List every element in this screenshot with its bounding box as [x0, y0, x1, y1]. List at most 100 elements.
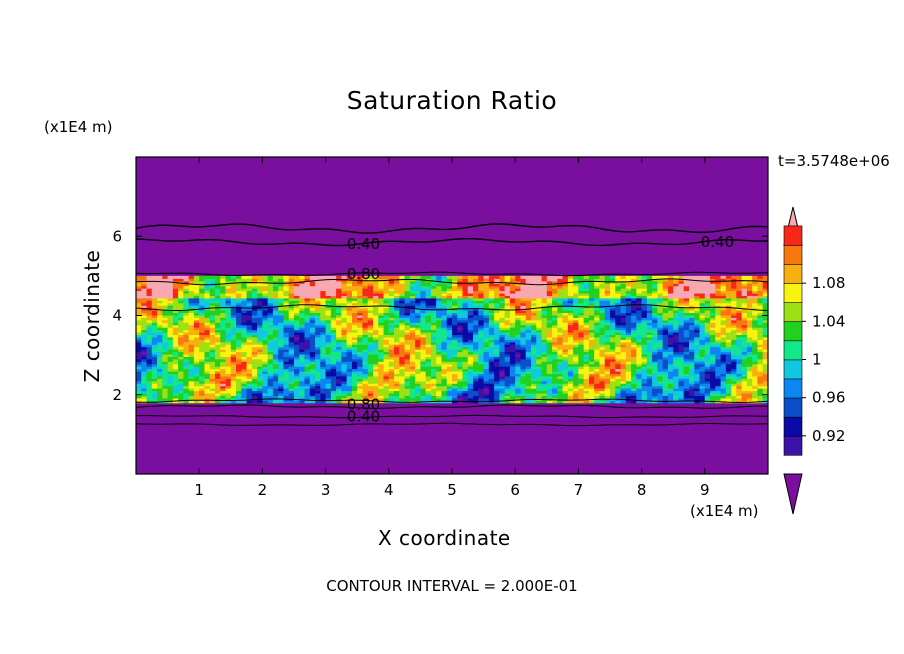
field-cell	[172, 278, 179, 282]
field-cell	[288, 344, 295, 348]
field-cell	[236, 368, 242, 372]
field-cell	[541, 361, 548, 365]
field-cell	[294, 383, 300, 387]
field-cell	[251, 307, 258, 311]
field-cell	[504, 341, 511, 345]
field-cell	[373, 392, 379, 396]
field-cell	[446, 366, 453, 370]
field-cell	[136, 327, 142, 331]
field-cell	[162, 324, 169, 328]
field-cell	[462, 285, 469, 289]
field-cell	[473, 336, 479, 340]
field-cell	[452, 322, 458, 326]
field-cell	[415, 390, 421, 394]
field-cell	[462, 300, 469, 304]
field-cell	[157, 380, 163, 384]
field-cell	[557, 288, 564, 292]
field-cell	[188, 288, 195, 292]
field-cell	[373, 285, 379, 289]
field-cell	[473, 283, 479, 287]
field-cell	[257, 305, 263, 309]
field-cell	[430, 383, 437, 387]
field-cell	[304, 339, 311, 343]
field-cell	[420, 319, 427, 323]
field-cell	[541, 310, 548, 314]
field-cell	[204, 390, 211, 394]
field-cell	[552, 388, 558, 392]
field-cell	[294, 388, 300, 392]
field-cell	[525, 297, 532, 301]
field-cell	[136, 339, 142, 343]
field-cell	[483, 275, 490, 279]
field-cell	[557, 363, 564, 367]
field-cell	[157, 363, 163, 367]
field-cell	[620, 300, 627, 304]
field-cell	[473, 356, 479, 360]
field-cell	[299, 310, 306, 314]
field-cell	[251, 366, 258, 370]
field-cell	[562, 275, 569, 279]
field-cell	[573, 327, 579, 331]
field-cell	[415, 327, 421, 331]
field-cell	[341, 327, 348, 331]
field-cell	[557, 331, 564, 335]
field-cell	[151, 283, 158, 287]
field-cell	[599, 278, 606, 282]
field-cell	[567, 302, 574, 306]
field-cell	[157, 319, 163, 323]
field-cell	[525, 385, 532, 389]
field-cell	[620, 329, 627, 333]
field-cell	[531, 307, 537, 311]
field-cell	[631, 356, 637, 360]
field-cell	[462, 395, 469, 399]
field-cell	[320, 334, 327, 338]
field-cell	[546, 327, 553, 331]
field-cell	[267, 368, 274, 372]
field-cell	[394, 351, 400, 355]
field-cell	[546, 400, 553, 404]
field-cell	[583, 280, 590, 284]
field-cell	[473, 341, 479, 345]
field-cell	[357, 324, 364, 328]
field-cell	[230, 378, 237, 382]
field-cell	[178, 310, 184, 314]
field-cell	[183, 290, 190, 294]
field-cell	[636, 375, 643, 379]
field-cell	[251, 339, 258, 343]
field-cell	[357, 370, 364, 375]
field-cell	[594, 283, 601, 287]
field-cell	[272, 329, 279, 333]
field-cell	[278, 370, 285, 375]
field-cell	[288, 310, 295, 314]
field-cell	[151, 314, 158, 318]
field-cell	[373, 317, 379, 321]
field-cell	[478, 349, 485, 353]
field-cell	[294, 366, 300, 370]
field-cell	[520, 344, 527, 348]
field-cell	[509, 383, 516, 387]
field-cell	[499, 390, 506, 394]
field-cell	[151, 390, 158, 394]
field-cell	[430, 292, 437, 296]
field-cell	[188, 356, 195, 360]
field-cell	[167, 395, 174, 399]
field-cell	[136, 341, 142, 345]
field-cell	[557, 307, 564, 311]
field-cell	[457, 375, 464, 379]
field-cell	[567, 361, 574, 365]
field-cell	[610, 275, 616, 279]
field-cell	[172, 353, 179, 357]
field-cell	[462, 319, 469, 323]
field-cell	[610, 395, 616, 399]
field-cell	[457, 297, 464, 301]
field-cell	[494, 302, 500, 306]
field-cell	[193, 370, 200, 375]
field-cell	[478, 288, 485, 292]
field-cell	[599, 361, 606, 365]
field-cell	[462, 375, 469, 379]
field-cell	[315, 351, 321, 355]
field-cell	[199, 331, 206, 335]
field-cell	[157, 297, 163, 301]
field-cell	[541, 278, 548, 282]
field-cell	[620, 292, 627, 296]
